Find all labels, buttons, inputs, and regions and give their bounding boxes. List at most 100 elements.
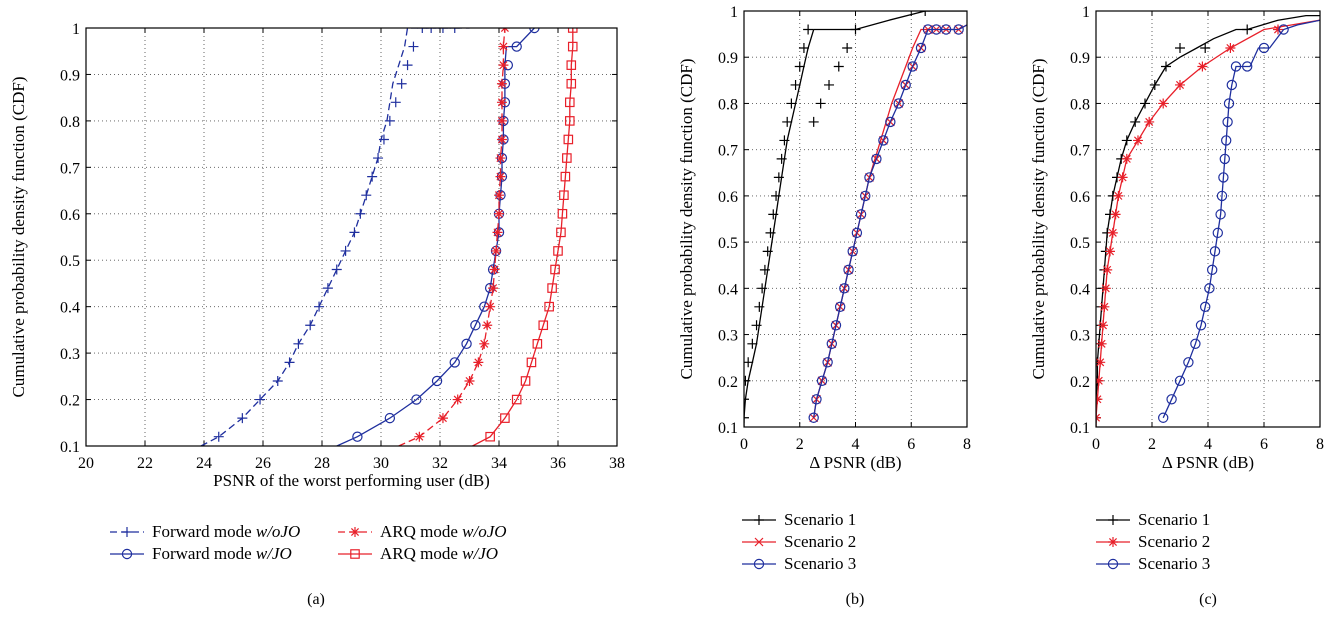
data-point [1096, 357, 1106, 368]
data-point [284, 357, 295, 368]
y-tick-label: 0.1 [60, 439, 80, 456]
y-tick-label: 0.8 [718, 96, 738, 113]
data-point [563, 134, 574, 145]
series-1 [744, 11, 967, 427]
data-point [847, 246, 858, 257]
data-point [322, 283, 333, 294]
data-point [915, 42, 927, 54]
legend: Scenario 1 Scenario 2 Scenario 3 [1096, 510, 1210, 573]
x-tick-label: 28 [314, 455, 330, 472]
data-point [843, 264, 854, 276]
y-tick-label: 0.7 [1070, 143, 1090, 160]
legend-marker [350, 549, 360, 559]
data-point [1102, 264, 1113, 275]
y-tick-label: 0.4 [1070, 281, 1090, 298]
data-point [1278, 24, 1289, 35]
data-point [824, 79, 835, 90]
legend-label: Forward mode w/JO [152, 544, 292, 563]
data-point [826, 338, 838, 349]
data-point [511, 41, 522, 52]
data-point [340, 245, 351, 256]
data-point [550, 264, 560, 275]
data-point [482, 320, 493, 331]
legend-marker [350, 527, 360, 537]
data-point [566, 78, 577, 89]
x-tick-label: 4 [852, 436, 860, 453]
data-point [556, 227, 566, 238]
y-tick-label: 0.2 [60, 393, 80, 410]
y-tick-label: 0.3 [60, 346, 80, 363]
data-point [744, 394, 749, 405]
data-point [900, 79, 911, 91]
chart-panel-1: 20 22 24 26 28 30 32 34 36 38 0.1 0.2 0.3 0.4 0.5 0.6 0.… [9, 21, 625, 608]
data-point [461, 338, 472, 350]
data-point [790, 79, 801, 90]
legend-label: Scenario 3 [784, 554, 856, 573]
data-point [1216, 190, 1228, 202]
data-point [1175, 42, 1185, 53]
data-point [396, 78, 407, 89]
legend: Forward mode w/oJO Forward mode w/JO ARQ m… [110, 522, 507, 563]
data-point [744, 375, 751, 386]
data-point [940, 24, 952, 35]
x-tick-label: 2 [1148, 436, 1156, 453]
legend-marker [754, 537, 764, 547]
data-point [1273, 24, 1283, 35]
y-tick-label: 0.6 [718, 189, 738, 206]
data-point [414, 431, 425, 442]
data-point [1258, 42, 1270, 54]
data-point [1140, 98, 1150, 109]
data-point [1209, 246, 1221, 257]
data-point [855, 209, 867, 220]
data-point [1096, 375, 1104, 386]
data-point [776, 153, 787, 164]
chart-panel-2: 0 2 4 6 8 0.1 0.2 0.3 0.4 0.5 0.6 0.7 0.8 0.9 1 Δ PSNR … [677, 4, 971, 608]
series-3 [808, 24, 967, 423]
data-point [1212, 227, 1224, 239]
data-point [538, 320, 549, 331]
data-point [822, 357, 833, 368]
data-point [878, 135, 889, 146]
data-point [520, 376, 531, 386]
data-point [437, 413, 448, 424]
data-point [557, 208, 568, 219]
data-point [1183, 357, 1194, 368]
series-line [200, 28, 470, 446]
data-point [491, 245, 502, 256]
data-point [1220, 135, 1232, 146]
data-point [762, 246, 773, 257]
data-point [1096, 338, 1107, 349]
series-line [813, 24, 967, 418]
data-point [526, 357, 537, 368]
data-point [1225, 42, 1236, 53]
data-point [496, 134, 507, 145]
data-point [765, 227, 776, 238]
data-point [1144, 116, 1155, 127]
data-point [547, 283, 557, 293]
y-tick-label: 0.9 [60, 67, 80, 84]
data-point [237, 413, 248, 424]
data-point [305, 320, 316, 331]
data-point [851, 227, 863, 239]
series-line [813, 24, 967, 418]
x-axis-label: PSNR of the worst performing user (dB) [213, 471, 490, 490]
data-point [485, 301, 496, 312]
data-point [1096, 394, 1103, 405]
x-tick-label: 6 [1260, 436, 1268, 453]
data-point [426, 28, 437, 33]
data-point [1226, 79, 1238, 91]
x-tick-label: 20 [78, 455, 94, 472]
data-point [417, 28, 428, 33]
data-point [1215, 209, 1226, 220]
x-tick-label: 4 [1204, 436, 1212, 453]
series-line [472, 28, 574, 446]
data-point [1110, 209, 1121, 220]
data-point [449, 357, 460, 368]
x-axis-label: Δ PSNR (dB) [809, 453, 901, 472]
y-tick-label: 0.7 [60, 160, 80, 177]
data-point [431, 375, 443, 387]
data-point [842, 42, 853, 53]
data-point [449, 28, 460, 33]
data-point [830, 320, 842, 331]
